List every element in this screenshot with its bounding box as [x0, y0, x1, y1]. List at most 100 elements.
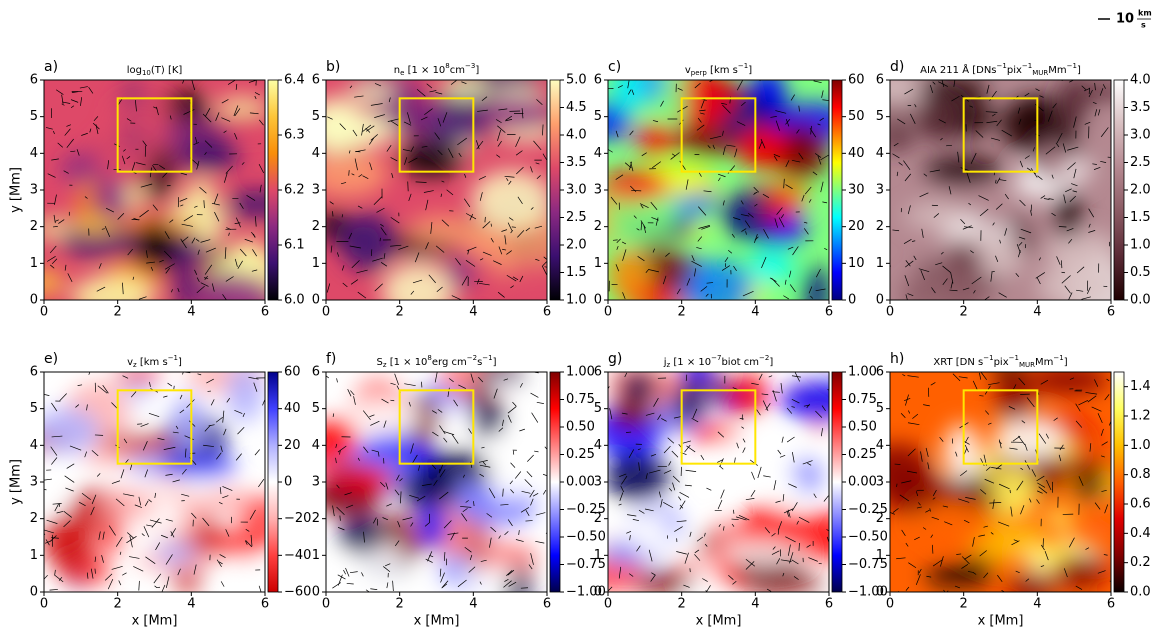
heatmap-blob: [727, 373, 769, 417]
x-tick-label: 4: [187, 305, 195, 320]
y-tick-label: 5: [876, 401, 884, 416]
title-part: −7: [711, 354, 721, 362]
title-part: pix: [994, 357, 1009, 368]
y-tick-label: 3: [594, 183, 602, 198]
x-tick-label: 4: [751, 597, 759, 612]
panel-label: b): [326, 59, 340, 75]
title-part: MUR: [1019, 361, 1035, 369]
y-tick-label: 0: [312, 293, 320, 308]
heatmap-blob: [1054, 195, 1082, 238]
y-tick-label: 5: [312, 401, 320, 416]
x-tick-label: 0: [40, 597, 48, 612]
y-tick-label: 2: [312, 511, 320, 526]
y-tick-label: 3: [876, 183, 884, 198]
colorbar-tick-label: 3.5: [1130, 100, 1151, 115]
title-part: 10: [142, 69, 151, 77]
colorbar-tick-label: 40: [848, 146, 865, 161]
colorbar-tick-label: 3.5: [566, 155, 587, 170]
title-part: ]: [178, 357, 182, 368]
x-tick-label: 6: [261, 597, 269, 612]
y-tick-label: 2: [876, 219, 884, 234]
title-part: −1: [983, 354, 993, 362]
colorbar-tick-label: 3.0: [566, 183, 587, 198]
title-part: Mm: [1035, 357, 1053, 368]
colorbar-tick-label: −20: [284, 511, 311, 526]
heatmap-blob: [341, 212, 396, 272]
colorbar-tick-label: 6.3: [284, 128, 305, 143]
heatmap-blob: [133, 222, 179, 271]
heatmap-blob: [943, 424, 981, 483]
heatmap-blob: [635, 122, 676, 156]
y-tick-label: 1: [594, 548, 602, 563]
y-tick-label: 2: [30, 219, 38, 234]
x-tick-label: 0: [604, 305, 612, 320]
heatmap-blob: [1043, 458, 1110, 479]
colorbar-tick-label: 1.5: [1130, 210, 1151, 225]
heatmap-blob: [417, 504, 448, 549]
panel-title: Sz [1 × 108erg cm−2s−1]: [376, 354, 496, 369]
heatmap-field: [865, 364, 1140, 603]
colorbar: [268, 372, 278, 592]
heatmap-blob: [942, 229, 989, 246]
panel-title: AIA 211 Å [DNs−1pix−1MURMm−1]: [920, 62, 1081, 77]
heatmap-blob: [226, 364, 263, 422]
panel-label: g): [608, 351, 622, 367]
y-tick-label: 4: [876, 146, 884, 161]
y-tick-label: 5: [594, 401, 602, 416]
x-tick-label: 0: [322, 305, 330, 320]
title-part: −1: [1022, 62, 1032, 70]
y-tick-label: 3: [30, 475, 38, 490]
y-tick-label: 3: [594, 475, 602, 490]
title-part: [1 × 10: [387, 357, 428, 368]
y-tick-label: 2: [312, 219, 320, 234]
y-tick-label: 4: [30, 146, 38, 161]
y-tick-label: 0: [594, 585, 602, 600]
heatmap-blob: [760, 76, 785, 107]
colorbar-tick-label: 4.0: [566, 128, 587, 143]
heatmap-blob: [441, 75, 490, 100]
colorbar-tick-label: 2.5: [566, 210, 587, 225]
heatmap-field: [579, 356, 863, 597]
heatmap-blob: [348, 83, 396, 102]
colorbar-tick-label: 0.5: [1130, 265, 1151, 280]
colorbar-tick-label: 1.4: [1130, 379, 1151, 394]
title-part: ]: [493, 357, 497, 368]
colorbar-tick-label: 1.0: [1130, 438, 1151, 453]
y-tick-label: 3: [312, 183, 320, 198]
colorbar-tick-label: 0.0: [1130, 585, 1151, 600]
title-part: [1 × 10: [404, 65, 445, 76]
colorbar-tick-label: 6.2: [284, 183, 305, 198]
heatmap-blob: [687, 261, 753, 318]
heatmap-blob: [1054, 554, 1105, 589]
title-part: −1: [1053, 354, 1063, 362]
colorbar-tick-label: 6.1: [284, 238, 305, 253]
x-tick-label: 4: [1033, 305, 1041, 320]
panel-label: h): [890, 351, 904, 367]
colorbar-tick-label: 3.0: [1130, 128, 1151, 143]
title-part: XRT [DN s: [933, 357, 983, 368]
y-tick-label: 4: [876, 438, 884, 453]
x-tick-label: 4: [187, 597, 195, 612]
panel-title: jz [1 × 10−7biot cm−2]: [663, 354, 774, 369]
colorbar-tick-label: 30: [848, 183, 865, 198]
y-tick-label: 4: [594, 146, 602, 161]
colorbar-tick-label: 1.00: [566, 365, 595, 380]
colorbar-tick-label: 0.4: [1130, 526, 1151, 541]
title-part: −1: [1009, 354, 1019, 362]
colorbar-tick-label: 1.00: [848, 365, 877, 380]
title-part: −2: [759, 354, 769, 362]
colorbar: [550, 372, 560, 592]
colorbar-tick-label: 0.50: [566, 420, 595, 435]
colorbar-tick-label: 40: [284, 401, 301, 416]
colorbar: [1114, 372, 1124, 592]
y-tick-label: 6: [594, 365, 602, 380]
colorbar-tick-label: 0.2: [1130, 555, 1151, 570]
title-part: log: [127, 65, 142, 76]
heatmap-blob: [994, 415, 1063, 460]
y-tick-label: 0: [876, 585, 884, 600]
y-tick-label: 1: [30, 256, 38, 271]
heatmap-blob: [161, 454, 237, 479]
heatmap-blob: [113, 367, 161, 384]
heatmap-field: [581, 66, 850, 322]
